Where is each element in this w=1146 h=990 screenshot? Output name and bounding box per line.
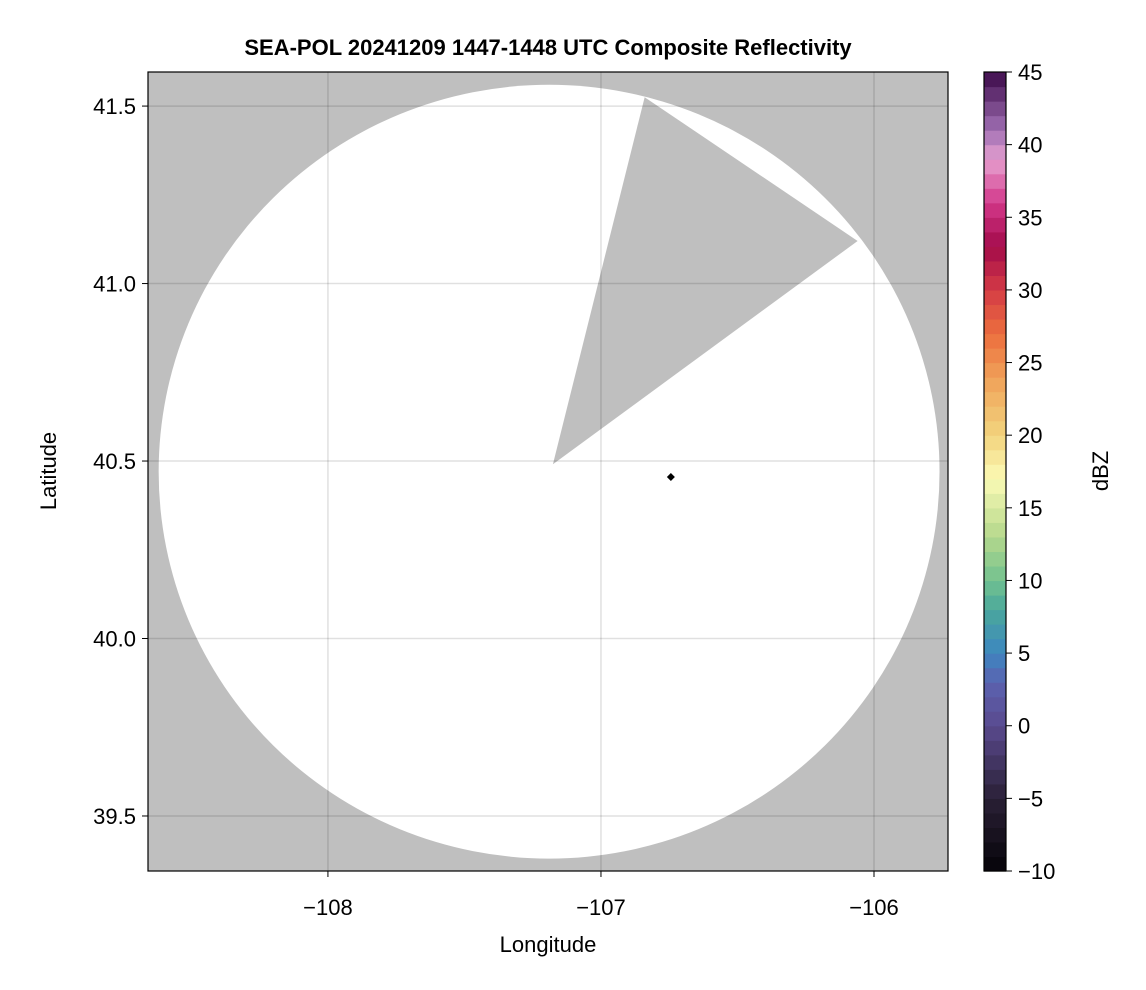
colorbar-bin bbox=[984, 115, 1006, 131]
colorbar-bin bbox=[984, 464, 1006, 480]
radar-location-marker bbox=[666, 473, 675, 482]
y-tick-label: 40.5 bbox=[93, 449, 136, 474]
colorbar-bin bbox=[984, 841, 1006, 858]
colorbar-bin bbox=[984, 435, 1006, 451]
colorbar-bin bbox=[984, 159, 1006, 175]
colorbar-bin bbox=[984, 507, 1006, 523]
colorbar-bin bbox=[984, 740, 1006, 756]
colorbar-tick-label: 45 bbox=[1018, 60, 1042, 85]
colorbar-bin bbox=[984, 231, 1006, 247]
colorbar-tick-label: −5 bbox=[1018, 786, 1043, 811]
colorbar-tick-label: 20 bbox=[1018, 423, 1042, 448]
plot-area bbox=[148, 72, 948, 871]
x-tick-label: −106 bbox=[849, 895, 899, 920]
colorbar-bin bbox=[984, 812, 1006, 829]
colorbar-bin bbox=[984, 682, 1006, 698]
colorbar-bin bbox=[984, 420, 1006, 436]
colorbar-bin bbox=[984, 318, 1006, 335]
colorbar-bin bbox=[984, 130, 1006, 146]
y-axis-label: Latitude bbox=[36, 432, 61, 510]
colorbar-bin bbox=[984, 769, 1006, 785]
colorbar-bin bbox=[984, 144, 1006, 160]
colorbar-bin bbox=[984, 536, 1006, 552]
colorbar-bin bbox=[984, 653, 1006, 669]
colorbar-bin bbox=[984, 580, 1006, 596]
colorbar-tick-label: 10 bbox=[1018, 568, 1042, 593]
colorbar-bin bbox=[984, 101, 1006, 117]
colorbar-bin bbox=[984, 638, 1006, 654]
colorbar-bin bbox=[984, 304, 1006, 320]
y-axis-ticks: 39.5 40.0 40.5 41.0 41.5 bbox=[93, 94, 148, 829]
y-tick-label: 41.5 bbox=[93, 94, 136, 119]
blocked-sector bbox=[552, 97, 858, 465]
colorbar-tick-label: 40 bbox=[1018, 133, 1042, 158]
colorbar-bin bbox=[984, 624, 1006, 640]
colorbar-tick-label: 15 bbox=[1018, 496, 1042, 521]
radar-coverage-area bbox=[158, 84, 940, 859]
colorbar-bin bbox=[984, 522, 1006, 538]
colorbar-bin bbox=[984, 202, 1006, 218]
x-tick-label: −107 bbox=[576, 895, 626, 920]
colorbar-tick-label: 35 bbox=[1018, 205, 1042, 230]
colorbar-bin bbox=[984, 348, 1006, 364]
colorbar-bin bbox=[984, 754, 1006, 770]
y-tick-label: 40.0 bbox=[93, 627, 136, 652]
colorbar-bin bbox=[984, 667, 1006, 683]
colorbar-ticks: −10 −5 0 5 10 15 20 25 30 35 40 45 bbox=[1006, 60, 1055, 884]
colorbar-bin bbox=[984, 856, 1006, 872]
colorbar-bin bbox=[984, 377, 1006, 393]
colorbar-bin bbox=[984, 333, 1006, 349]
colorbar-bin bbox=[984, 275, 1006, 291]
x-tick-label: −108 bbox=[303, 895, 353, 920]
colorbar-tick-label: 25 bbox=[1018, 351, 1042, 376]
colorbar-bin bbox=[984, 551, 1006, 567]
colorbar-tick-label: 0 bbox=[1018, 714, 1030, 739]
colorbar-frame bbox=[983, 71, 1007, 872]
colorbar-bin bbox=[984, 188, 1006, 204]
colorbar-bin bbox=[984, 72, 1006, 88]
colorbar-tick-label: 30 bbox=[1018, 278, 1042, 303]
y-tick-label: 41.0 bbox=[93, 272, 136, 297]
x-axis-label: Longitude bbox=[500, 932, 597, 957]
colorbar-bin bbox=[984, 609, 1006, 625]
colorbar-bin bbox=[984, 86, 1006, 102]
colorbar-bin bbox=[984, 711, 1006, 727]
colorbar-bin bbox=[984, 565, 1006, 582]
chart-title: SEA-POL 20241209 1447-1448 UTC Composite… bbox=[244, 35, 852, 60]
colorbar-bin bbox=[984, 783, 1006, 799]
colorbar-bin bbox=[984, 362, 1006, 378]
colorbar-bin bbox=[984, 406, 1006, 422]
grid-lines bbox=[148, 72, 948, 871]
colorbar-bin bbox=[984, 449, 1006, 465]
colorbar-bin bbox=[984, 725, 1006, 741]
colorbar-bin bbox=[984, 478, 1006, 494]
colorbar-bin bbox=[984, 289, 1006, 306]
x-axis-ticks: −108 −107 −106 bbox=[303, 871, 899, 920]
colorbar-bin bbox=[984, 493, 1006, 509]
colorbar-tick-label: 5 bbox=[1018, 641, 1030, 666]
plot-frame bbox=[147, 71, 949, 872]
colorbar-bin bbox=[984, 391, 1006, 407]
colorbar-bin bbox=[984, 173, 1006, 189]
colorbar-bin bbox=[984, 798, 1006, 814]
colorbar-bin bbox=[984, 594, 1006, 611]
colorbar-bin bbox=[984, 246, 1006, 262]
colorbar-tick-label: −10 bbox=[1018, 859, 1055, 884]
colorbar bbox=[984, 72, 1006, 872]
colorbar-label: dBZ bbox=[1088, 451, 1113, 491]
colorbar-bin bbox=[984, 827, 1006, 843]
colorbar-bin bbox=[984, 217, 1006, 233]
y-tick-label: 39.5 bbox=[93, 804, 136, 829]
colorbar-bin bbox=[984, 260, 1006, 276]
colorbar-bin bbox=[984, 696, 1006, 712]
